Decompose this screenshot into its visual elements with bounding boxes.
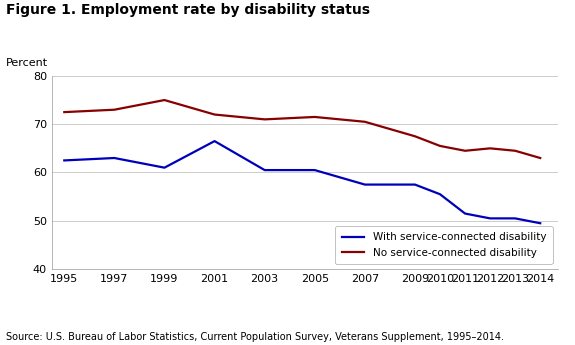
With service-connected disability — [261, 168, 268, 172]
With service-connected disability — [61, 158, 68, 162]
With service-connected disability — [161, 166, 168, 170]
Text: Source: U.S. Bureau of Labor Statistics, Current Population Survey, Veterans Sup: Source: U.S. Bureau of Labor Statistics,… — [6, 332, 504, 342]
Legend: With service-connected disability, No service-connected disability: With service-connected disability, No se… — [335, 226, 553, 264]
No service-connected disability — [512, 149, 519, 153]
With service-connected disability — [412, 183, 419, 187]
No service-connected disability — [436, 144, 443, 148]
No service-connected disability — [311, 115, 318, 119]
No service-connected disability — [486, 146, 493, 150]
With service-connected disability — [362, 183, 369, 187]
Text: Figure 1. Employment rate by disability status: Figure 1. Employment rate by disability … — [6, 3, 370, 18]
No service-connected disability — [412, 134, 419, 138]
With service-connected disability — [111, 156, 118, 160]
Text: Percent: Percent — [6, 58, 48, 68]
No service-connected disability — [261, 117, 268, 121]
With service-connected disability — [537, 221, 544, 225]
With service-connected disability — [486, 216, 493, 220]
With service-connected disability — [436, 192, 443, 196]
Line: No service-connected disability: No service-connected disability — [64, 100, 540, 158]
With service-connected disability — [512, 216, 519, 220]
No service-connected disability — [362, 120, 369, 124]
No service-connected disability — [111, 108, 118, 112]
With service-connected disability — [311, 168, 318, 172]
With service-connected disability — [462, 211, 469, 216]
No service-connected disability — [537, 156, 544, 160]
No service-connected disability — [211, 112, 218, 117]
Line: With service-connected disability: With service-connected disability — [64, 141, 540, 223]
No service-connected disability — [161, 98, 168, 102]
With service-connected disability — [211, 139, 218, 143]
No service-connected disability — [462, 149, 469, 153]
No service-connected disability — [61, 110, 68, 114]
